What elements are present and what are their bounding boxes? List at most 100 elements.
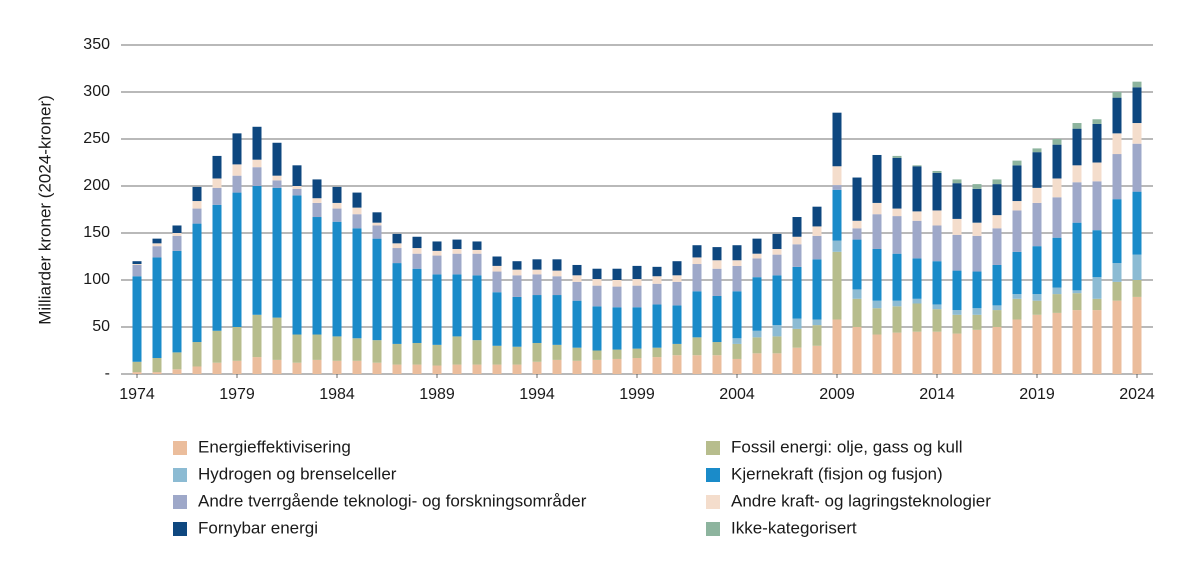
- bar-segment: [552, 276, 562, 296]
- bar-segment: [512, 275, 522, 297]
- bar-segment: [912, 298, 922, 304]
- bar-segment: [232, 192, 242, 327]
- bar-segment: [612, 307, 622, 350]
- bar-segment: [152, 243, 162, 247]
- y-tick-label: 300: [83, 83, 110, 100]
- bar-segment: [952, 333, 962, 374]
- bar-segment: [432, 250, 442, 256]
- bar-segment: [352, 214, 362, 229]
- bar-segment: [412, 342, 422, 365]
- bar-segment: [372, 212, 382, 223]
- bar-segment: [372, 222, 382, 226]
- bar-segment: [692, 264, 702, 292]
- bar-segment: [972, 188, 982, 223]
- bar-segment: [932, 172, 942, 211]
- bar-segment: [1112, 133, 1122, 155]
- bar-segment: [1012, 251, 1022, 295]
- bar-segment: [192, 201, 202, 209]
- bar-segment: [592, 279, 602, 286]
- bar-segment: [992, 264, 1002, 306]
- bar-segment: [812, 226, 822, 236]
- bar-segment: [1052, 237, 1062, 288]
- bar-segment: [772, 353, 782, 374]
- bar-segment: [752, 353, 762, 374]
- bar-segment: [152, 246, 162, 258]
- bar-segment: [1132, 280, 1142, 297]
- bar-segment: [872, 214, 882, 249]
- bar-segment: [1112, 281, 1122, 301]
- bar-segment: [532, 269, 542, 275]
- bar-segment: [372, 340, 382, 363]
- bar-segment: [912, 258, 922, 299]
- bar-segment: [312, 202, 322, 218]
- bar-segment: [432, 274, 442, 345]
- bar-segment: [252, 126, 262, 160]
- bar-segment: [532, 274, 542, 296]
- bar-segment: [732, 358, 742, 374]
- bar-segment: [232, 360, 242, 374]
- legend-swatch: [706, 495, 720, 509]
- bar-segment: [432, 241, 442, 251]
- bar-segment: [192, 366, 202, 374]
- bar-segment: [752, 258, 762, 278]
- bar-segment: [712, 355, 722, 374]
- bar-segment: [492, 271, 502, 293]
- bar-segment: [1052, 144, 1062, 179]
- bar-segment: [792, 217, 802, 237]
- bar-segment: [832, 251, 842, 320]
- bar-segment: [632, 307, 642, 349]
- bar-segment: [952, 270, 962, 311]
- bar-segment: [1012, 165, 1022, 202]
- bar-segment: [532, 259, 542, 270]
- bar-segment: [392, 343, 402, 365]
- bar-segment: [312, 217, 322, 335]
- bar-segment: [192, 208, 202, 224]
- bar-segment: [1092, 230, 1102, 278]
- bar-segment: [1092, 181, 1102, 231]
- bar-segment: [472, 253, 482, 276]
- bar-segment: [552, 259, 562, 271]
- bar-segment: [792, 266, 802, 319]
- bar-segment: [612, 286, 622, 308]
- bar-segment: [212, 204, 222, 331]
- bar-segment: [452, 364, 462, 374]
- bar-segment: [1032, 300, 1042, 315]
- bar-segment: [912, 211, 922, 221]
- bar-segment: [372, 362, 382, 374]
- x-tick-label: 2024: [1119, 386, 1155, 403]
- bar-segment: [412, 236, 422, 249]
- bar-segment: [992, 310, 1002, 327]
- bar-segment: [652, 304, 662, 348]
- bar-segment: [752, 253, 762, 259]
- bar-segment: [452, 248, 462, 254]
- legend-label: Fossil energi: olje, gass og kull: [731, 437, 963, 456]
- bar-segment: [592, 359, 602, 374]
- bar-segment: [212, 187, 222, 205]
- bar-segment: [272, 175, 282, 181]
- bar-segment: [1032, 202, 1042, 247]
- bar-segment: [952, 179, 962, 184]
- bar-segment: [812, 345, 822, 374]
- legend-swatch: [706, 522, 720, 536]
- bar-segment: [992, 228, 1002, 265]
- bar-segment: [972, 329, 982, 374]
- bar-segment: [132, 276, 142, 362]
- bar-segment: [592, 268, 602, 280]
- bar-segment: [652, 347, 662, 358]
- bar-segment: [952, 218, 962, 235]
- bar-segment: [272, 180, 282, 188]
- bar-segment: [572, 275, 582, 282]
- bar-segment: [752, 330, 762, 338]
- bar-segment: [892, 157, 902, 209]
- bar-segment: [1052, 287, 1062, 295]
- bar-segment: [652, 276, 662, 284]
- bar-segment: [312, 198, 322, 203]
- bar-segment: [1132, 254, 1142, 280]
- bar-segment: [832, 166, 842, 186]
- bar-segment: [392, 364, 402, 374]
- bar-segment: [872, 300, 882, 309]
- bar-segment: [1132, 296, 1142, 374]
- bar-segment: [732, 291, 742, 339]
- bar-segment: [892, 216, 902, 254]
- legend-swatch: [173, 495, 187, 509]
